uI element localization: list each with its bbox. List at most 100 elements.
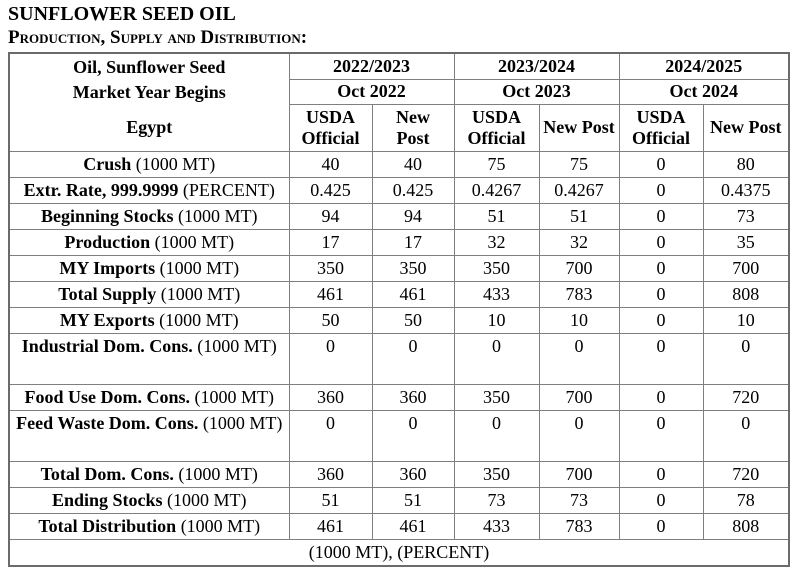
row-label-cell: Extr. Rate, 999.9999 (PERCENT) bbox=[8, 176, 290, 204]
market-year-begins-row: Oct 2022 Oct 2023 Oct 2024 bbox=[9, 78, 790, 105]
value-cell: 10 bbox=[453, 306, 540, 334]
value-cell: 700 bbox=[538, 383, 620, 411]
col-header-new-post-1: New Post bbox=[371, 103, 455, 152]
value-cell: 461 bbox=[371, 512, 455, 540]
row-unit-label: (1000 MT) bbox=[159, 257, 240, 278]
row-label-cell: Feed Waste Dom. Cons. (1000 MT) bbox=[8, 409, 290, 462]
value-cell: 32 bbox=[453, 228, 540, 256]
commodity-cell: Oil, Sunflower Seed Market Year Begins E… bbox=[8, 52, 290, 152]
value-cell: 73 bbox=[453, 486, 540, 514]
row-label-cell: MY Exports (1000 MT) bbox=[8, 306, 290, 334]
value-cell: 0 bbox=[288, 332, 373, 385]
value-cell: 360 bbox=[288, 460, 373, 488]
value-cell: 51 bbox=[288, 486, 373, 514]
col-header-usda-official-3: USDA Official bbox=[618, 103, 704, 152]
value-cell: 0 bbox=[618, 280, 704, 308]
report-subtitle: Production, Supply and Distribution: bbox=[8, 27, 308, 48]
value-cell: 720 bbox=[702, 460, 790, 488]
value-cell: 0.425 bbox=[288, 176, 373, 204]
report-title: SUNFLOWER SEED OIL bbox=[8, 3, 236, 25]
row-attribute-label: Total Distribution bbox=[38, 515, 177, 536]
row-attribute-label: Total Dom. Cons. bbox=[40, 463, 174, 484]
value-cell: 350 bbox=[453, 460, 540, 488]
value-cell: 0 bbox=[618, 228, 704, 256]
year-header-2023-2024: 2023/2024 bbox=[453, 52, 620, 80]
value-cell: 433 bbox=[453, 280, 540, 308]
value-cell: 720 bbox=[702, 383, 790, 411]
value-cell: 0 bbox=[618, 512, 704, 540]
psd-table-body: Crush (1000 MT) 40 40 75 75 0 80 Extr. Rate, 99… bbox=[8, 150, 790, 540]
value-cell: 0.4267 bbox=[538, 176, 620, 204]
report-header: SUNFLOWER SEED OIL Production, Supply an… bbox=[0, 0, 796, 49]
row-attribute-label: MY Imports bbox=[59, 257, 156, 278]
row-unit-label: (1000 MT) bbox=[154, 231, 235, 252]
row-label-cell: Industrial Dom. Cons. (1000 MT) bbox=[8, 332, 290, 385]
row-unit-label: (1000 MT) bbox=[135, 153, 216, 174]
value-cell: 0 bbox=[538, 409, 620, 462]
row-unit-label: (1000 MT) bbox=[202, 412, 283, 433]
value-cell: 0 bbox=[618, 486, 704, 514]
units-footer-row: (1000 MT), (PERCENT) bbox=[8, 538, 790, 566]
value-cell: 0 bbox=[618, 460, 704, 488]
value-cell: 35 bbox=[702, 228, 790, 256]
value-cell: 0.4375 bbox=[702, 176, 790, 204]
my-begins-oct-2022: Oct 2022 bbox=[288, 78, 455, 105]
row-attribute-label: Feed Waste Dom. Cons. bbox=[16, 412, 199, 433]
value-cell: 700 bbox=[538, 254, 620, 282]
value-cell: 350 bbox=[371, 254, 455, 282]
value-cell: 461 bbox=[288, 512, 373, 540]
row-unit-label: (1000 MT) bbox=[180, 515, 261, 536]
value-cell: 78 bbox=[702, 486, 790, 514]
row-attribute-label: Production bbox=[64, 231, 151, 252]
value-cell: 783 bbox=[538, 280, 620, 308]
commodity-name: Oil, Sunflower Seed bbox=[73, 56, 226, 77]
value-cell: 40 bbox=[288, 150, 373, 178]
value-cell: 0 bbox=[453, 332, 540, 385]
value-cell: 0 bbox=[702, 332, 790, 385]
year-header-2024-2025: 2024/2025 bbox=[618, 52, 790, 80]
my-begins-oct-2023: Oct 2023 bbox=[453, 78, 620, 105]
value-cell: 51 bbox=[453, 202, 540, 230]
row-attribute-label: Crush bbox=[83, 153, 132, 174]
row-attribute-label: Total Supply bbox=[58, 283, 157, 304]
row-attribute-label: Industrial Dom. Cons. bbox=[21, 335, 193, 356]
value-cell: 10 bbox=[702, 306, 790, 334]
value-cell: 80 bbox=[702, 150, 790, 178]
row-unit-label: (1000 MT) bbox=[194, 386, 275, 407]
value-cell: 32 bbox=[538, 228, 620, 256]
value-cell: 0 bbox=[618, 150, 704, 178]
value-cell: 0 bbox=[702, 409, 790, 462]
value-cell: 0 bbox=[618, 176, 704, 204]
value-cell: 0 bbox=[618, 306, 704, 334]
row-label-cell: Food Use Dom. Cons. (1000 MT) bbox=[8, 383, 290, 411]
row-label-cell: Crush (1000 MT) bbox=[8, 150, 290, 178]
row-unit-label: (1000 MT) bbox=[197, 335, 277, 356]
value-cell: 0 bbox=[618, 332, 704, 385]
row-label-cell: Ending Stocks (1000 MT) bbox=[8, 486, 290, 514]
value-cell: 700 bbox=[538, 460, 620, 488]
table-row: Crush (1000 MT) 40 40 75 75 0 80 bbox=[8, 150, 790, 178]
row-unit-label: (1000 MT) bbox=[178, 205, 258, 226]
value-cell: 0 bbox=[618, 254, 704, 282]
value-cell: 360 bbox=[371, 383, 455, 411]
value-cell: 808 bbox=[702, 280, 790, 308]
value-cell: 17 bbox=[288, 228, 373, 256]
value-cell: 808 bbox=[702, 512, 790, 540]
value-cell: 350 bbox=[453, 254, 540, 282]
value-cell: 10 bbox=[538, 306, 620, 334]
market-year-begins-label: Market Year Begins bbox=[72, 81, 226, 102]
row-label-cell: Total Distribution (1000 MT) bbox=[8, 512, 290, 540]
value-cell: 0.425 bbox=[371, 176, 455, 204]
source-column-header-row: USDA Official New Post USDA Official New… bbox=[9, 103, 790, 152]
value-cell: 0 bbox=[453, 409, 540, 462]
row-attribute-label: Food Use Dom. Cons. bbox=[24, 386, 190, 407]
row-attribute-label: Extr. Rate, 999.9999 bbox=[23, 179, 179, 200]
commodity-stack: Oil, Sunflower Seed Market Year Begins E… bbox=[12, 54, 287, 150]
table-row: MY Exports (1000 MT) 50 50 10 10 0 10 bbox=[8, 306, 790, 334]
table-row: Industrial Dom. Cons. (1000 MT) 0 0 0 0 0 0 bbox=[8, 332, 790, 385]
value-cell: 0 bbox=[538, 332, 620, 385]
value-cell: 350 bbox=[288, 254, 373, 282]
table-row: MY Imports (1000 MT) 350 350 350 700 0 700 bbox=[8, 254, 790, 282]
row-label-cell: Total Dom. Cons. (1000 MT) bbox=[8, 460, 290, 488]
